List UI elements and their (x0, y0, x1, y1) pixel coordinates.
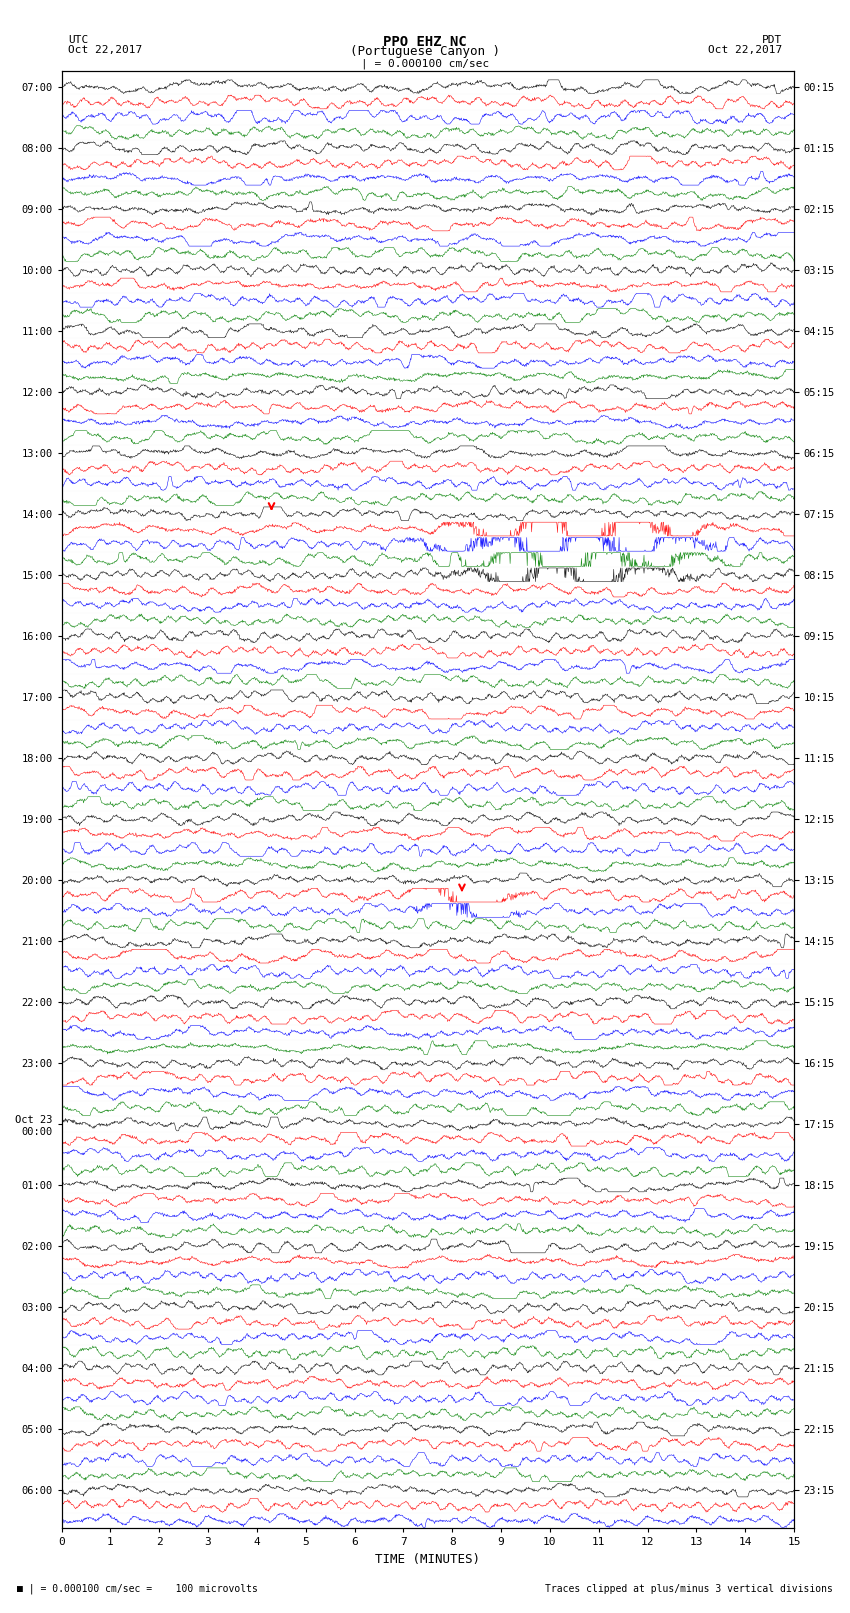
X-axis label: TIME (MINUTES): TIME (MINUTES) (376, 1553, 480, 1566)
Text: UTC: UTC (68, 35, 88, 45)
Text: PDT: PDT (762, 35, 782, 45)
Text: PPO EHZ NC: PPO EHZ NC (383, 35, 467, 50)
Text: | = 0.000100 cm/sec: | = 0.000100 cm/sec (361, 58, 489, 69)
Text: (Portuguese Canyon ): (Portuguese Canyon ) (350, 45, 500, 58)
Text: Traces clipped at plus/minus 3 vertical divisions: Traces clipped at plus/minus 3 vertical … (545, 1584, 833, 1594)
Text: ■ | = 0.000100 cm/sec =    100 microvolts: ■ | = 0.000100 cm/sec = 100 microvolts (17, 1582, 258, 1594)
Text: Oct 22,2017: Oct 22,2017 (708, 45, 782, 55)
Text: Oct 22,2017: Oct 22,2017 (68, 45, 142, 55)
